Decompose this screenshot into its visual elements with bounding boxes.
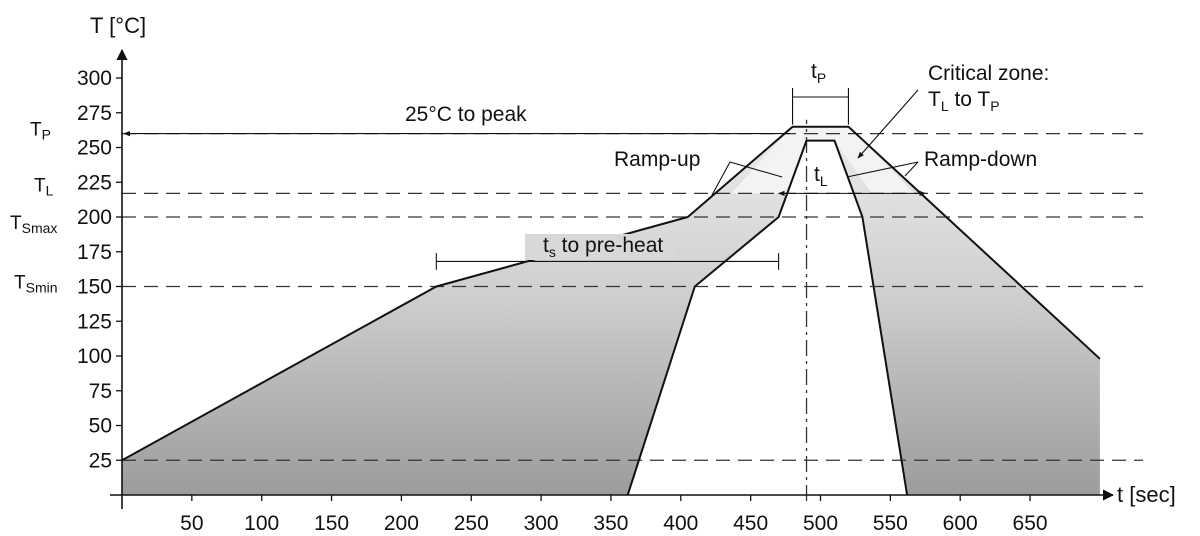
- preheat-label-backdrop: [525, 234, 675, 260]
- pointer-critical-zone: [857, 89, 919, 159]
- annotation-tl: tL: [814, 163, 828, 189]
- x-tick-label-500: 500: [803, 512, 838, 535]
- annotation-tp: tP: [811, 60, 826, 86]
- annotation-tl-to-tp: TL to TP: [928, 88, 1000, 114]
- y-tick-label-300: 300: [77, 67, 112, 90]
- x-tick-label-50: 50: [180, 512, 203, 535]
- y-tick-label-150: 150: [77, 276, 112, 299]
- y-tick-label-100: 100: [77, 345, 112, 368]
- level-label-l: TL: [34, 175, 54, 198]
- y-tick-label-275: 275: [77, 102, 112, 125]
- y-tick-label-200: 200: [77, 206, 112, 229]
- pointer-ramp-up: [711, 161, 783, 196]
- annotation-ts-preheat: ts to pre-heat: [543, 234, 663, 260]
- x-tick-label-350: 350: [593, 512, 628, 535]
- annotation-ramp-down: Ramp-down: [924, 148, 1037, 171]
- x-tick-label-400: 400: [663, 512, 698, 535]
- x-tick-label-300: 300: [524, 512, 559, 535]
- x-tick-label-450: 450: [733, 512, 768, 535]
- annotation-25c-to-peak: 25°C to peak: [405, 103, 527, 126]
- x-tick-label-100: 100: [244, 512, 279, 535]
- x-tick-label-200: 200: [384, 512, 419, 535]
- x-axis-title: t [sec]: [1117, 482, 1176, 507]
- y-axis-ticks: 25 50 75 100 125 150 175 200 225 250 275 300: [77, 67, 122, 472]
- level-label-smin: TSmin: [14, 273, 58, 296]
- level-label-smax: TSmax: [10, 213, 57, 236]
- annotation-ramp-up: Ramp-up: [614, 148, 700, 171]
- outer-envelope-line: [121, 125, 1101, 462]
- level-labels: TP TL TSmax TSmin: [10, 120, 58, 296]
- y-tick-label-175: 175: [77, 241, 112, 264]
- x-tick-label-600: 600: [943, 512, 978, 535]
- x-tick-label-550: 550: [873, 512, 908, 535]
- profile-area-fill: [122, 126, 1100, 495]
- x-tick-label-650: 650: [1013, 512, 1048, 535]
- y-tick-label-25: 25: [89, 449, 112, 472]
- annotation-critical-zone: Critical zone:: [928, 62, 1049, 85]
- y-tick-label-250: 250: [77, 137, 112, 160]
- pointer-ramp-down: [846, 161, 919, 178]
- x-tick-label-150: 150: [314, 512, 349, 535]
- x-tick-label-250: 250: [454, 512, 489, 535]
- y-axis-title: T [°C]: [90, 13, 146, 38]
- y-tick-label-225: 225: [77, 171, 112, 194]
- y-tick-label-125: 125: [77, 310, 112, 333]
- y-tick-label-50: 50: [89, 415, 112, 438]
- inner-envelope-line: [626, 139, 909, 496]
- annotation-lines: [123, 88, 926, 270]
- critical-zone-fill: [731, 126, 915, 194]
- y-tick-label-75: 75: [89, 380, 112, 403]
- x-axis-ticks: 50 100 150 200 250 300 350 400 450 500 550 600 650: [180, 495, 1048, 535]
- level-label-p: TP: [30, 120, 51, 143]
